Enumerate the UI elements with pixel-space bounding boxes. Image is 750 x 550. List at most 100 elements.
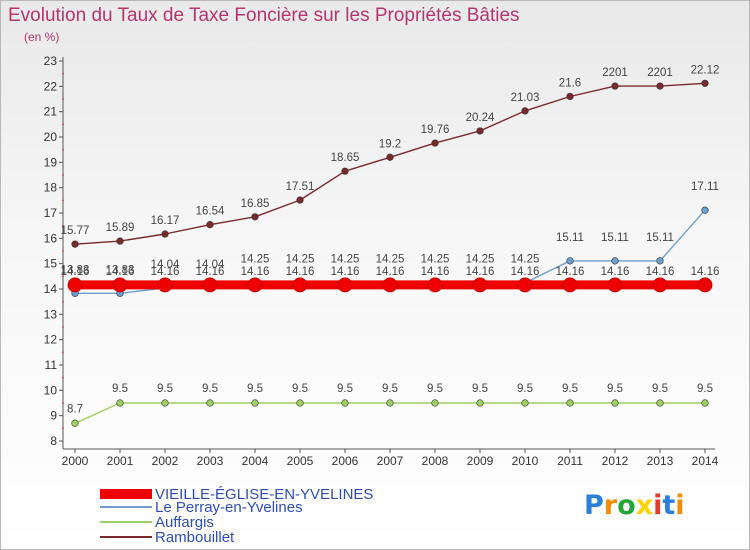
y-minor-tick xyxy=(62,250,64,252)
y-tick-label: 9 xyxy=(50,409,57,423)
x-tick-label: 2006 xyxy=(332,454,359,468)
data-point xyxy=(431,399,439,407)
data-point xyxy=(116,399,124,407)
data-label: 14.16 xyxy=(646,266,675,278)
data-point xyxy=(112,277,128,293)
data-label: 17.11 xyxy=(691,181,719,193)
data-label: 14.16 xyxy=(376,266,405,278)
y-tick-label: 20 xyxy=(44,130,58,144)
data-point xyxy=(206,221,214,229)
data-point xyxy=(71,240,79,248)
data-point xyxy=(701,79,709,87)
data-point xyxy=(611,257,619,265)
y-minor-tick xyxy=(62,427,64,430)
legend-label: Le Perray-en-Yvelines xyxy=(155,499,303,516)
data-label: 9.5 xyxy=(607,383,623,395)
x-tick-label: 2011 xyxy=(557,454,583,468)
data-point xyxy=(161,230,169,238)
y-minor-tick xyxy=(62,199,64,202)
data-label: 18.65 xyxy=(331,152,360,164)
data-label: 14.25 xyxy=(466,254,495,266)
data-label: 14.16 xyxy=(421,266,450,278)
data-label: 14.16 xyxy=(106,266,135,278)
data-point xyxy=(247,277,263,293)
y-minor-tick xyxy=(62,351,64,354)
logo-letter: x xyxy=(635,490,654,521)
data-point xyxy=(472,277,488,293)
data-label: 14.25 xyxy=(376,254,405,266)
data-label: 15.11 xyxy=(646,232,674,244)
data-label: 14.25 xyxy=(421,254,450,266)
data-label: 21.03 xyxy=(511,92,540,104)
data-point xyxy=(296,399,304,407)
data-label: 9.5 xyxy=(652,383,668,395)
data-point xyxy=(566,399,574,407)
y-tick-label: 17 xyxy=(44,206,58,220)
data-point xyxy=(566,257,574,265)
y-minor-tick xyxy=(62,300,64,303)
data-label: 16.54 xyxy=(196,206,225,218)
data-label: 9.5 xyxy=(337,383,353,395)
data-label: 8.7 xyxy=(67,403,83,415)
data-point xyxy=(562,277,578,293)
data-point xyxy=(341,399,349,407)
data-label: 16.85 xyxy=(241,198,270,210)
data-label: 9.5 xyxy=(517,383,533,395)
y-minor-tick xyxy=(62,275,64,278)
data-label: 14.16 xyxy=(331,266,360,278)
data-label: 14.16 xyxy=(556,266,585,278)
logo-letter: i xyxy=(653,490,663,521)
data-label: 14.16 xyxy=(511,266,540,278)
logo-letter: i xyxy=(675,490,685,521)
logo-letter: o xyxy=(617,490,636,521)
logo-letter: t xyxy=(662,490,676,521)
data-point xyxy=(251,213,259,221)
data-label: 13.83 xyxy=(106,264,135,276)
y-tick-label: 8 xyxy=(50,434,57,448)
data-point xyxy=(611,82,619,90)
data-label: 14.16 xyxy=(601,266,630,278)
data-label: 9.5 xyxy=(247,383,263,395)
y-minor-tick xyxy=(62,402,64,404)
data-label: 19.76 xyxy=(421,124,450,136)
y-minor-tick xyxy=(62,72,64,75)
y-minor-tick xyxy=(62,174,64,176)
logo-letter: P xyxy=(584,490,604,521)
data-label: 9.5 xyxy=(472,383,488,395)
data-point xyxy=(202,277,218,293)
data-label: 2201 xyxy=(602,67,628,79)
x-tick-label: 2013 xyxy=(647,454,674,468)
y-tick-label: 15 xyxy=(44,257,58,271)
data-point xyxy=(701,206,709,214)
data-label: 9.5 xyxy=(202,383,218,395)
data-point xyxy=(476,399,484,407)
data-label: 16.17 xyxy=(151,215,180,227)
x-tick-label: 2000 xyxy=(62,454,89,468)
data-label: 9.5 xyxy=(112,383,128,395)
data-point xyxy=(296,196,304,204)
data-point xyxy=(382,277,398,293)
data-point xyxy=(337,277,353,293)
data-label: 9.5 xyxy=(382,383,398,395)
x-tick-label: 2007 xyxy=(377,454,404,468)
data-label: 9.5 xyxy=(157,383,173,395)
y-minor-tick xyxy=(62,326,64,328)
data-label: 14.04 xyxy=(151,259,180,271)
chart-title: Evolution du Taux de Taxe Foncière sur l… xyxy=(8,5,520,26)
data-label: 19.2 xyxy=(379,138,401,150)
y-tick-label: 22 xyxy=(44,79,58,93)
y-tick-label: 18 xyxy=(44,181,58,195)
y-tick-label: 10 xyxy=(44,383,58,397)
data-point xyxy=(386,153,394,161)
data-point xyxy=(206,399,214,407)
x-tick-label: 2014 xyxy=(692,454,719,468)
data-label: 15.77 xyxy=(61,225,90,237)
data-label: 2201 xyxy=(647,67,673,79)
data-label: 14.16 xyxy=(61,266,90,278)
data-label: 14.25 xyxy=(241,254,270,266)
x-tick-label: 2010 xyxy=(512,454,539,468)
y-tick-label: 16 xyxy=(44,231,58,245)
y-minor-tick xyxy=(62,376,64,379)
data-label: 14.16 xyxy=(196,266,225,278)
